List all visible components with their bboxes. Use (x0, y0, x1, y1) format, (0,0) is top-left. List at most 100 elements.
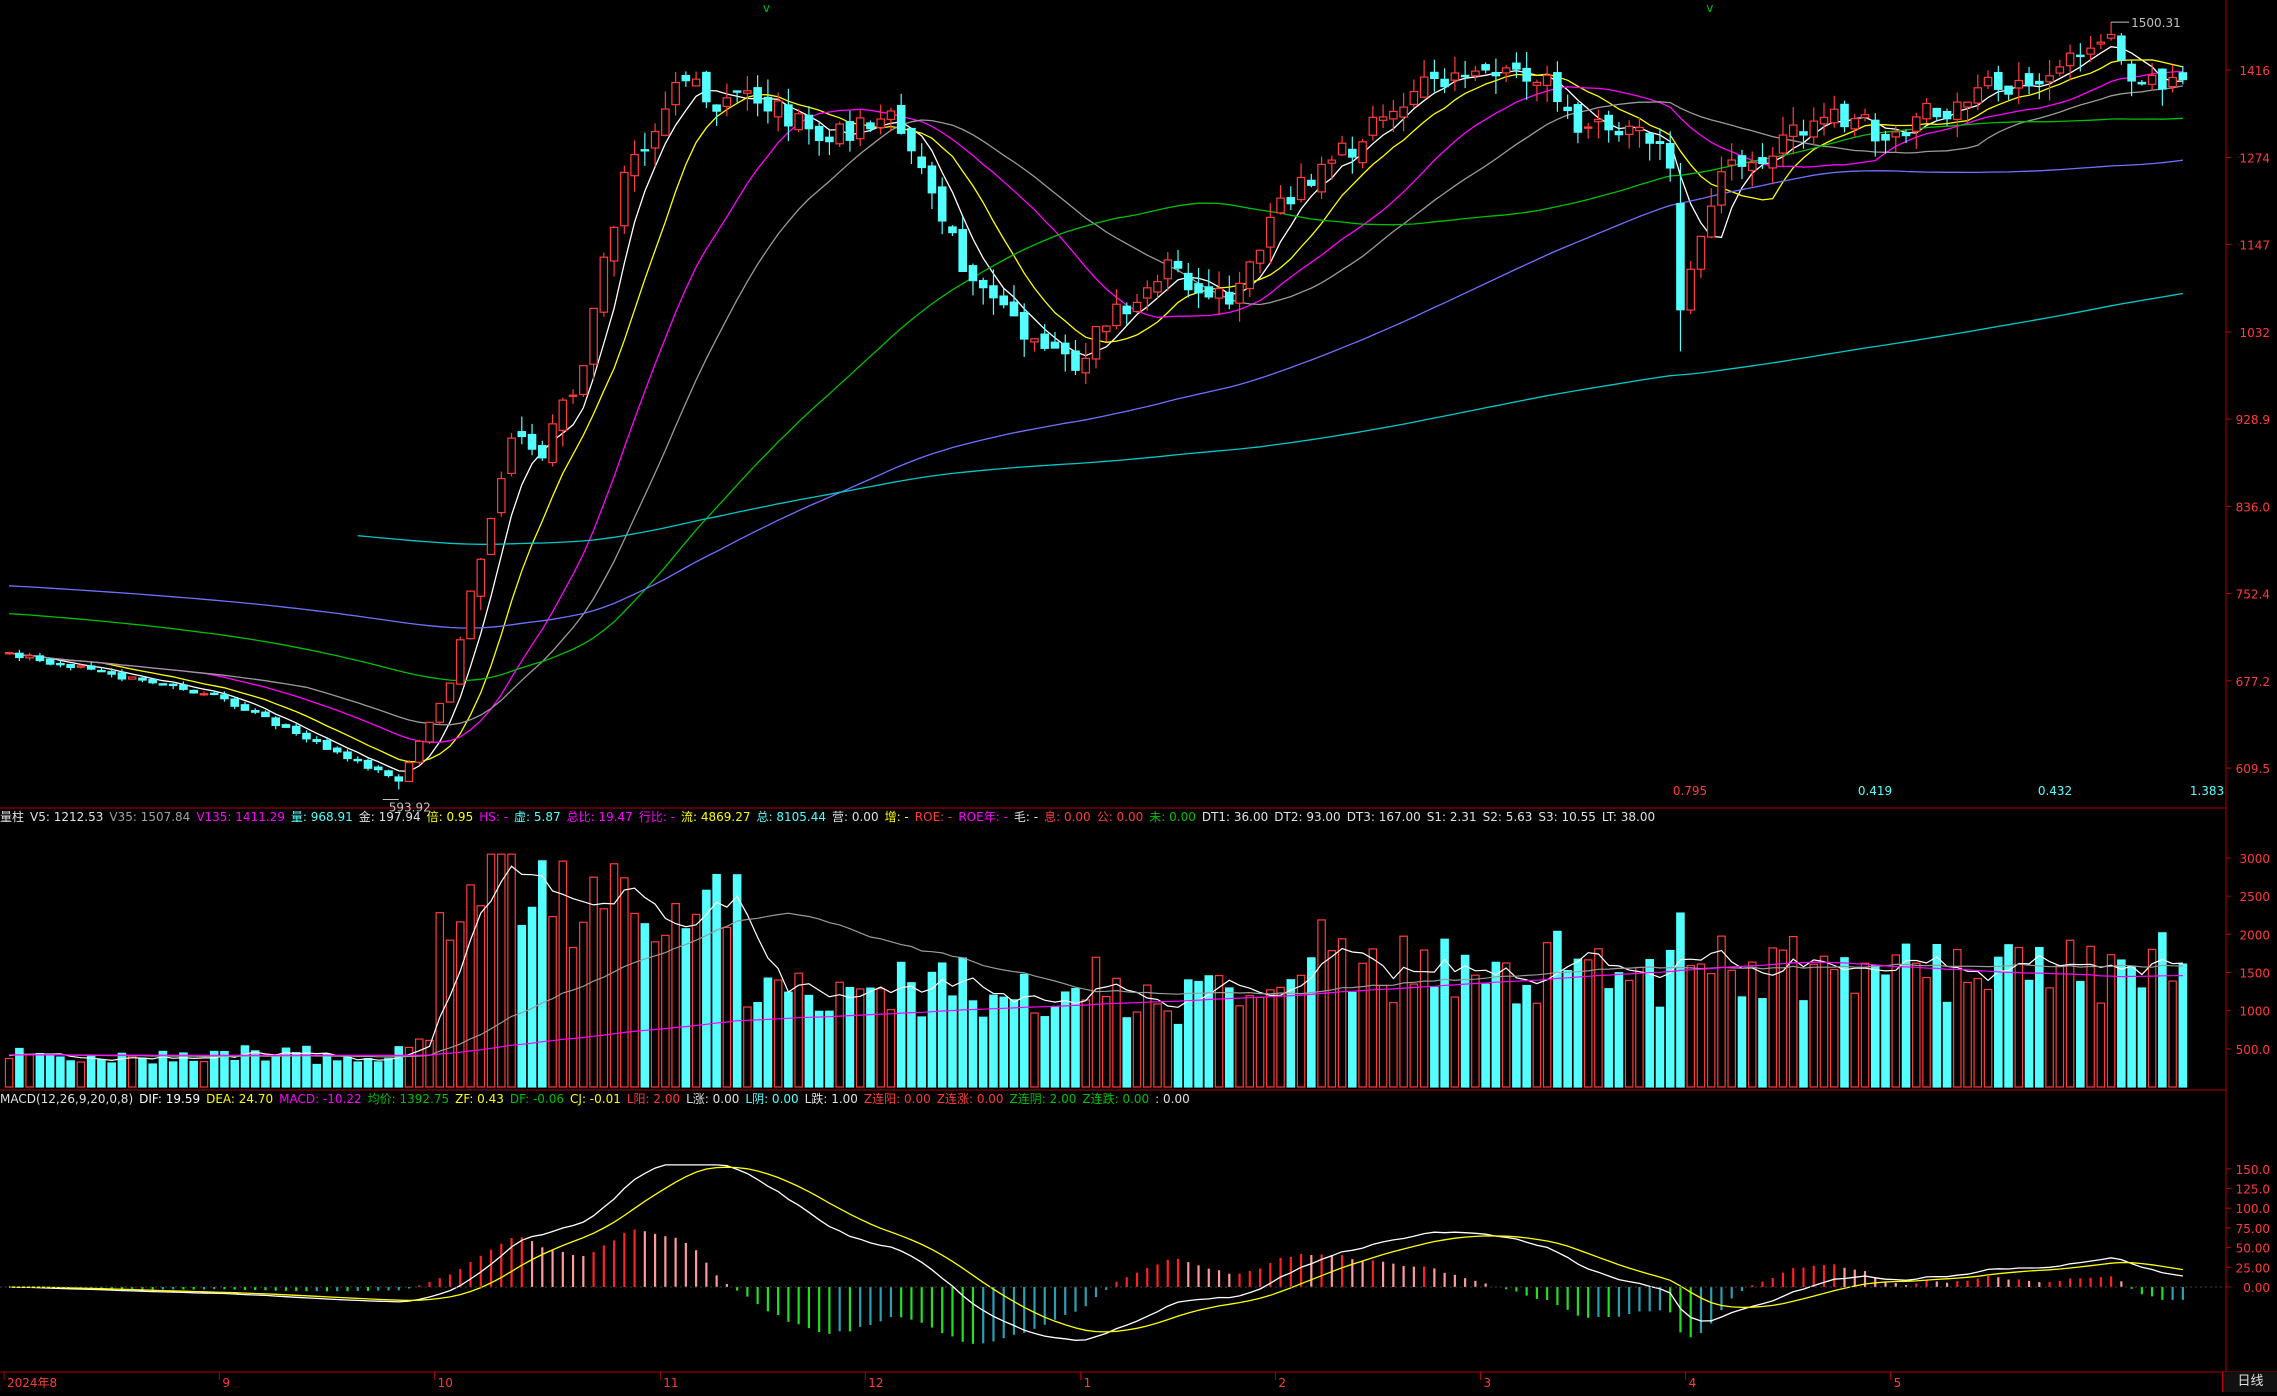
candle-body (240, 704, 250, 711)
candle (1829, 95, 1839, 128)
candle-body (1624, 125, 1634, 136)
candle (1758, 143, 1767, 169)
candle (671, 71, 680, 116)
volume-bar (886, 1009, 896, 1088)
volume-bar (650, 941, 660, 1088)
volume-header-item: 毛: - (1013, 810, 1039, 824)
macd-y-tick-label: 0.00 (2243, 1281, 2270, 1295)
volume-bar (1799, 1000, 1808, 1088)
candle-body (1204, 286, 1214, 298)
volume-y-tick-label: 2500 (2239, 890, 2270, 904)
candle (353, 756, 363, 764)
candle (2137, 79, 2147, 86)
volume-bar (1204, 975, 1214, 1088)
volume-bar (1112, 977, 1121, 1088)
volume-bar (640, 923, 650, 1088)
volume-header-item: 公: 0.00 (1096, 810, 1144, 824)
candle (76, 664, 86, 669)
candle-body (866, 122, 875, 130)
candle (1994, 65, 2003, 102)
candle-body (1768, 155, 1778, 169)
volume-header-item: HS: - (479, 810, 509, 824)
candle (158, 683, 168, 686)
candle (650, 123, 660, 167)
candle-body (917, 156, 926, 169)
candle (2076, 43, 2085, 72)
volume-bar (671, 903, 680, 1088)
time-axis-label: 2024年8 (7, 1376, 57, 1390)
price-y-tick-label: 928.9 (2236, 413, 2270, 427)
candle-body (250, 710, 260, 713)
volume-bar (876, 988, 885, 1088)
macd-indicator-header: MACD(12,26,9,20,0,8) DIF: 19.59 DEA: 24.70… (0, 1090, 2220, 1108)
candle (1778, 116, 1788, 168)
volume-bar (1019, 973, 1029, 1088)
candle (1358, 138, 1367, 169)
candle-body (1522, 67, 1531, 82)
time-axis-label: 11 (663, 1376, 678, 1390)
volume-bar (784, 991, 793, 1088)
candle (209, 690, 219, 696)
volume-bar (1368, 948, 1378, 1088)
candle-body (220, 694, 229, 700)
candle-body (2147, 74, 2157, 85)
volume-bar (209, 1050, 219, 1088)
candle-body (2024, 73, 2034, 87)
volume-bar (1594, 948, 1603, 1088)
volume-bar (835, 981, 844, 1088)
volume-bar (896, 961, 906, 1088)
candle-body (845, 121, 855, 141)
volume-bar (2168, 980, 2177, 1088)
volume-bar (1163, 1010, 1173, 1088)
volume-bar (1440, 938, 1449, 1088)
candle (1655, 128, 1665, 161)
volume-bar (1829, 968, 1839, 1088)
candle-body (784, 104, 793, 127)
time-axis-label: 5 (1894, 1376, 1902, 1390)
candle (640, 132, 650, 166)
volume-bar (445, 939, 455, 1088)
candle-body (1101, 325, 1111, 333)
macd-header-item: L涨: 0.00 (686, 1092, 740, 1106)
macd-header-item: ZF: 0.43 (455, 1092, 504, 1106)
candle-body (527, 433, 537, 450)
macd-y-tick-label: 75.00 (2236, 1222, 2270, 1236)
candle (630, 140, 639, 192)
candle-body (1788, 124, 1798, 137)
candle (1368, 105, 1378, 141)
volume-bar (1717, 935, 1726, 1088)
volume-bar (855, 988, 865, 1088)
macd-y-tick-label: 100.0 (2236, 1202, 2270, 1216)
ma30-line (8, 85, 2184, 726)
candle-body (66, 664, 75, 668)
period-tab-daily[interactable]: 日线 (2222, 1372, 2277, 1392)
macd-header-item: Z连阳: 0.00 (863, 1092, 931, 1106)
volume-header-item: 虚: 5.87 (514, 810, 561, 824)
volume-bar (107, 1062, 116, 1088)
time-axis-label: 12 (868, 1376, 883, 1390)
volume-bar (1327, 950, 1337, 1088)
volume-bar (1758, 998, 1767, 1088)
volume-bar (937, 962, 947, 1088)
candle (1214, 271, 1224, 315)
candle (527, 423, 537, 456)
candle-body (1389, 110, 1398, 120)
volume-bar (86, 1055, 96, 1088)
candle (2106, 22, 2116, 41)
time-axis-label: 4 (1689, 1376, 1697, 1390)
ma20-line (8, 70, 2183, 743)
time-axis-label: 10 (438, 1376, 453, 1390)
volume-bar (1881, 974, 1890, 1088)
volume-bar (1676, 912, 1685, 1088)
volume-bar (332, 1060, 342, 1088)
volume-bar (1563, 969, 1572, 1088)
candle-body (353, 758, 363, 762)
volume-bar (2004, 944, 2013, 1088)
candle-body (937, 186, 947, 222)
candle-body (486, 517, 496, 556)
candle (1891, 125, 1901, 153)
candle (948, 225, 957, 237)
candle-body (25, 655, 34, 659)
